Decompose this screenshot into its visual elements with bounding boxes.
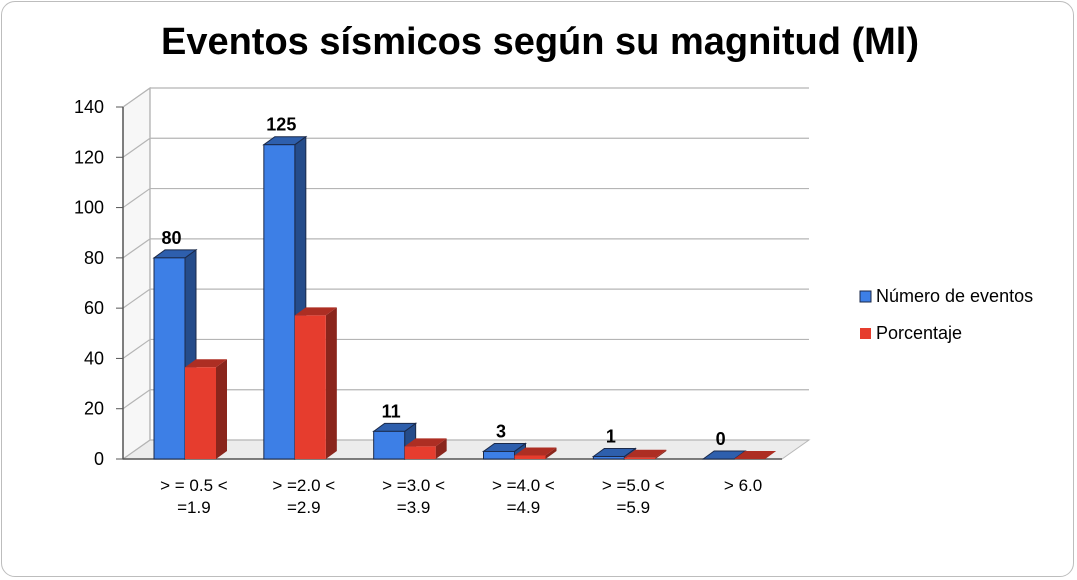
bar xyxy=(185,359,227,459)
y-axis: 0 20 40 60 80 100 120 140 xyxy=(74,97,782,469)
legend-item: Número de eventos xyxy=(859,286,1033,306)
data-label: 11 xyxy=(382,401,401,421)
data-labels: 80 125 11 3 1 0 xyxy=(161,115,725,449)
chart-title: Eventos sísmicos según su magnitud (Ml) xyxy=(161,21,919,63)
y-tick-label: 60 xyxy=(84,298,104,318)
bar xyxy=(624,449,667,459)
side-wall xyxy=(122,87,151,460)
gridline xyxy=(122,389,809,410)
x-tick-label: > =5.0 < =5.9 xyxy=(602,476,665,517)
gridlines xyxy=(122,87,809,460)
y-tick-label: 100 xyxy=(74,198,104,218)
legend-swatch xyxy=(859,290,872,303)
bar-side xyxy=(435,438,447,459)
bar-front xyxy=(624,457,656,459)
bar-front xyxy=(373,430,406,460)
bar xyxy=(404,438,447,459)
bar-top xyxy=(734,451,777,459)
bar-top xyxy=(624,449,667,458)
x-tick-label: > = 0.5 < =1.9 xyxy=(160,476,228,517)
bar xyxy=(152,248,198,460)
gridline xyxy=(122,87,809,108)
gridline xyxy=(122,238,809,259)
y-tick-label: 120 xyxy=(74,147,104,167)
bar-front xyxy=(185,367,216,459)
gridline xyxy=(122,439,809,460)
bar-side xyxy=(325,307,337,459)
back-wall xyxy=(150,88,809,440)
bar-front xyxy=(153,257,186,460)
bar xyxy=(514,447,557,459)
legend-swatch xyxy=(860,328,871,339)
x-tick-label: > 6.0 xyxy=(724,476,762,495)
gridline xyxy=(122,338,809,359)
x-tick-label: > =2.0 < =2.9 xyxy=(272,476,335,517)
data-label: 1 xyxy=(606,426,616,446)
legend-label: Porcentaje xyxy=(876,323,962,343)
x-tick-label: > =3.0 < =3.9 xyxy=(382,476,445,517)
bar-front xyxy=(514,455,546,459)
legend-item: Porcentaje xyxy=(860,323,962,343)
gridline xyxy=(122,288,809,309)
y-tick-label: 140 xyxy=(74,97,104,117)
bar-side xyxy=(545,447,557,459)
data-label: 3 xyxy=(496,421,506,441)
y-tick-label: 80 xyxy=(84,248,104,268)
bar-front xyxy=(263,144,296,460)
bar-front xyxy=(592,455,625,460)
bar-side xyxy=(216,359,227,459)
y-tick-label: 0 xyxy=(94,449,104,469)
legend-label: Número de eventos xyxy=(876,286,1033,306)
bar-top xyxy=(294,307,337,316)
bar-top xyxy=(185,359,227,368)
bar xyxy=(262,135,308,460)
bar-top xyxy=(404,438,447,447)
bar-front xyxy=(294,315,326,459)
data-label: 80 xyxy=(161,228,181,248)
data-label: 0 xyxy=(716,429,726,449)
bars xyxy=(152,135,777,460)
gridline xyxy=(122,187,809,209)
bar-side xyxy=(655,449,667,459)
legend: Número de eventos Porcentaje xyxy=(859,286,1033,343)
x-tick-label: > =4.0 < =4.9 xyxy=(492,476,555,517)
bar xyxy=(294,307,337,459)
bar-top xyxy=(514,447,557,456)
bar xyxy=(734,451,777,459)
bar-front xyxy=(404,446,436,459)
y-tick-label: 20 xyxy=(84,399,104,419)
gridline xyxy=(122,137,809,158)
data-label: 125 xyxy=(266,115,296,135)
y-tick-label: 40 xyxy=(84,348,104,368)
x-axis: > = 0.5 < =1.9 > =2.0 < =2.9 > =3.0 < =3.9 > =… xyxy=(160,476,762,517)
bar-front xyxy=(483,450,515,460)
